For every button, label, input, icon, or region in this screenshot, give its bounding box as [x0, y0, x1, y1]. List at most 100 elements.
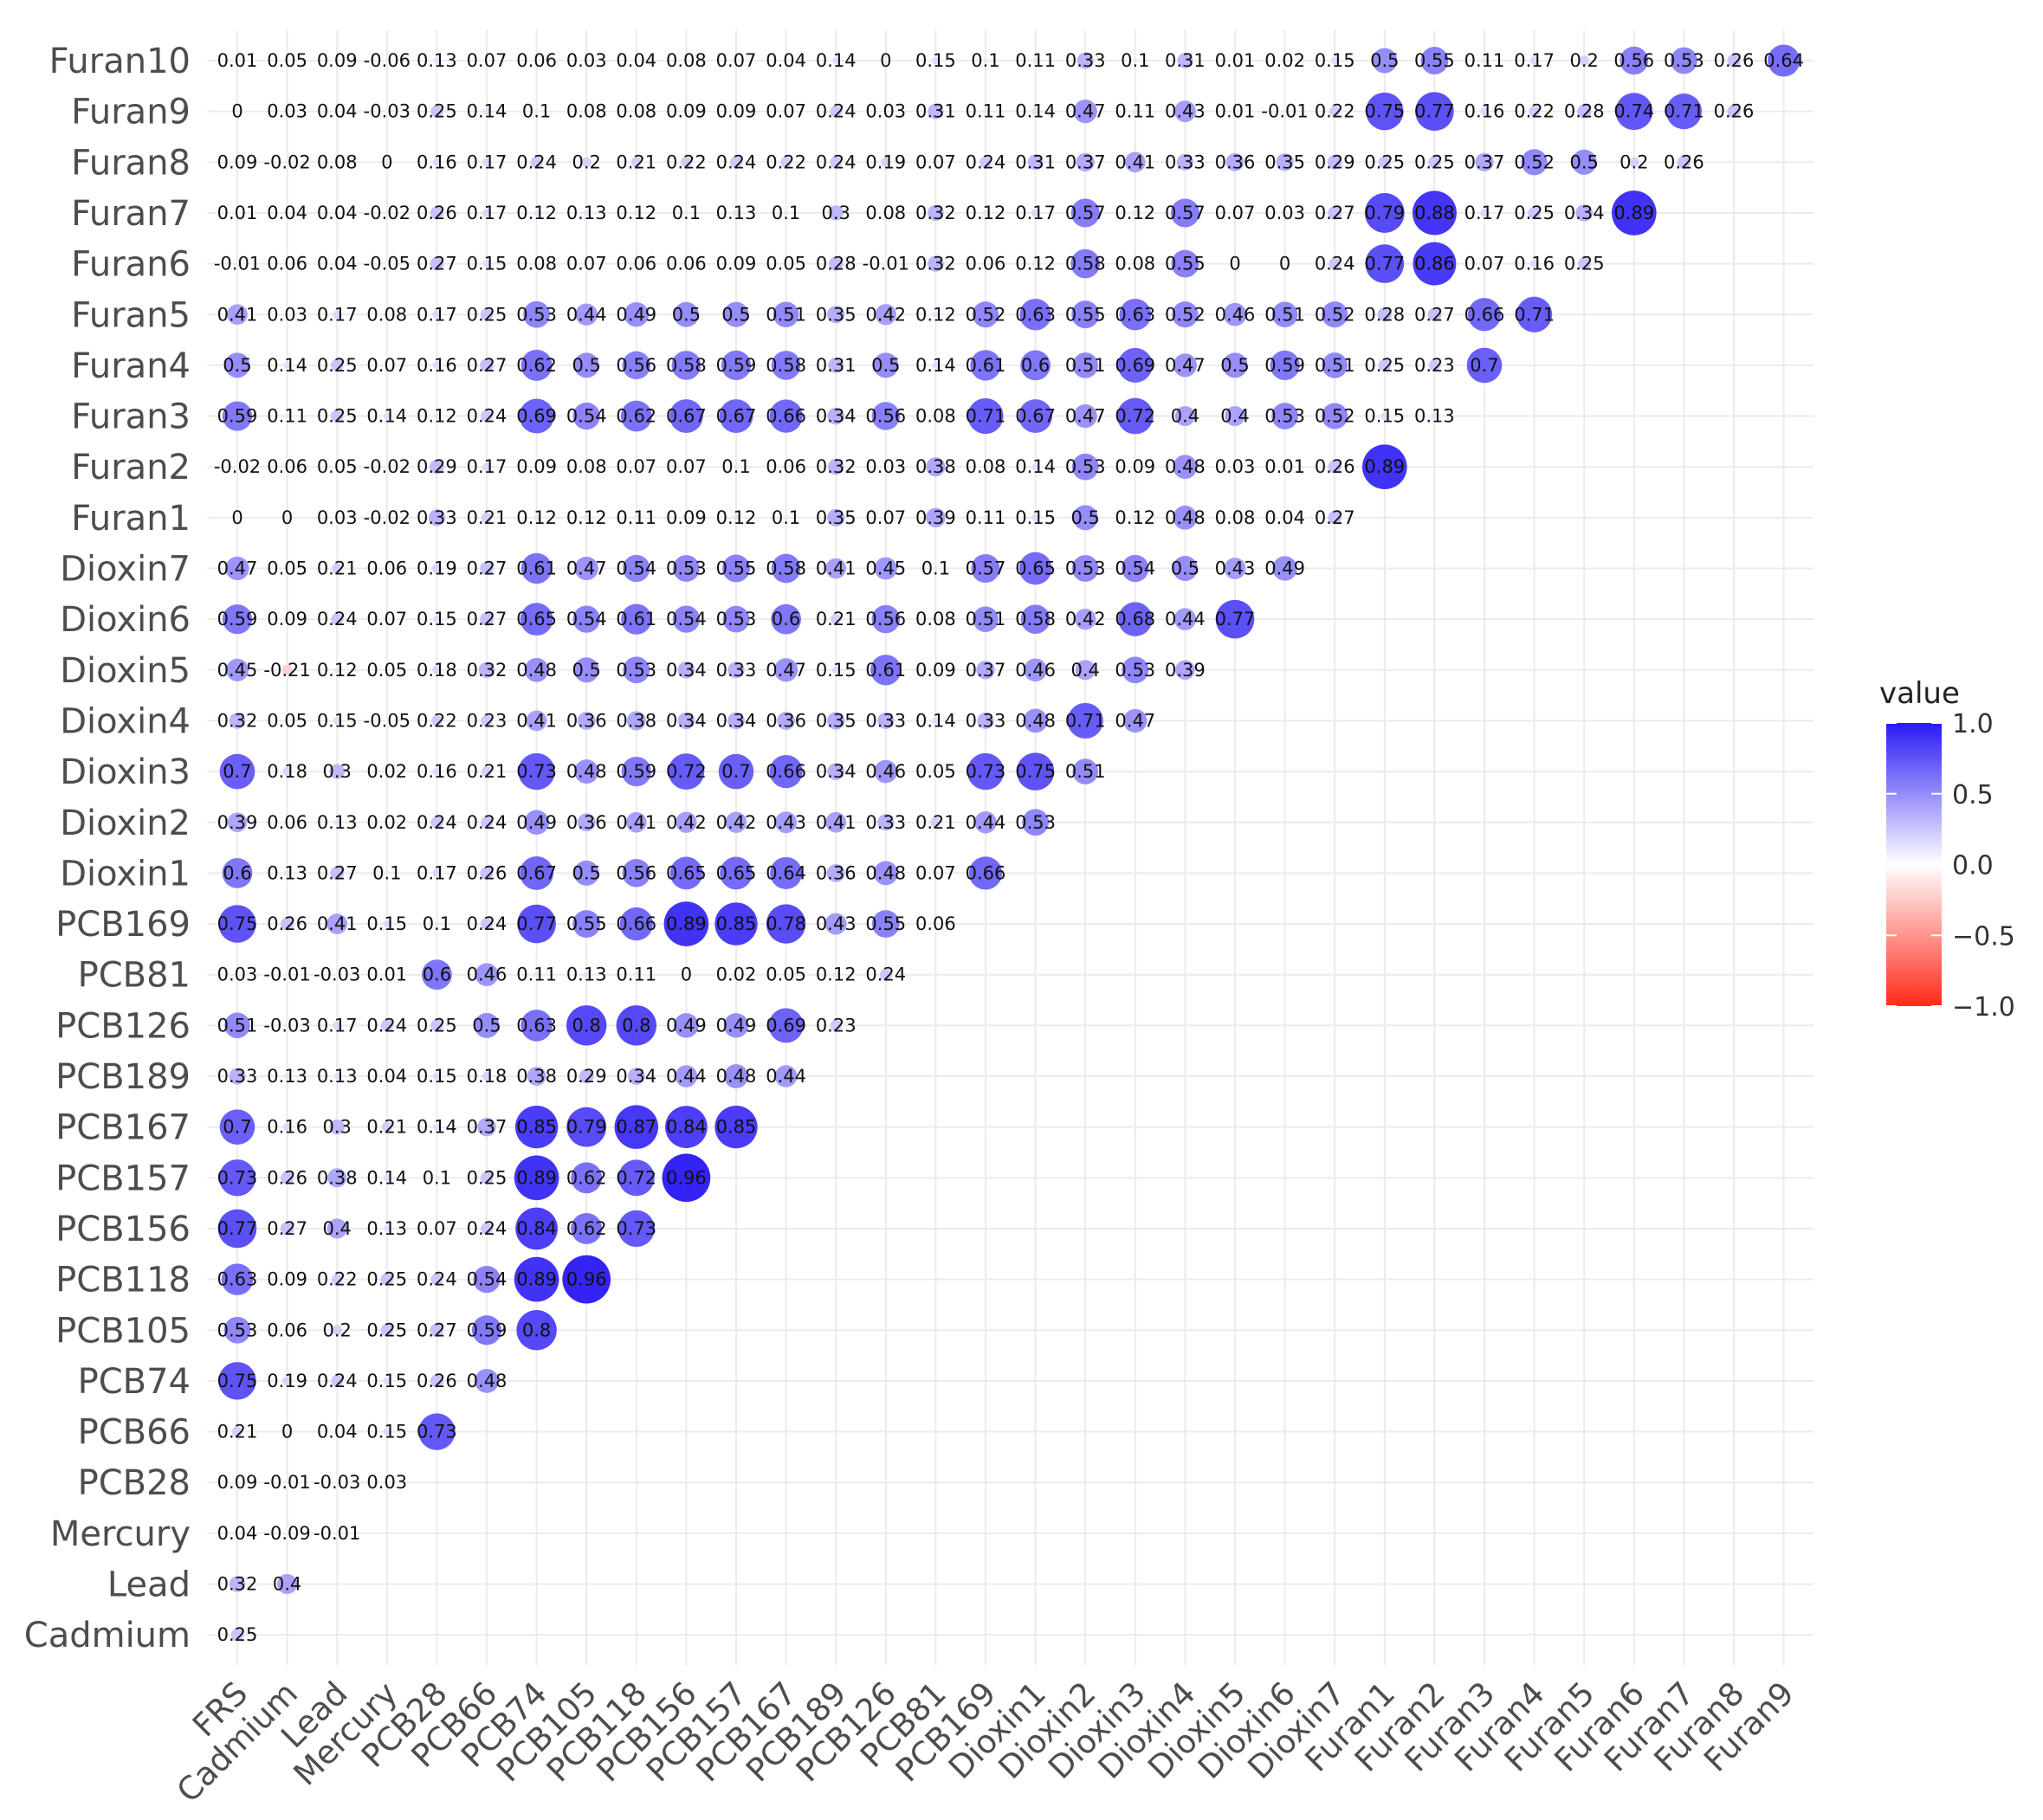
corr-circle-PCB81-PCB189: [832, 971, 839, 978]
corr-circle-Dioxin2-PCB126: [877, 814, 895, 831]
corr-label-Furan8-PCB126: 0.19: [865, 152, 906, 172]
corr-label-Furan9-PCB105: 0.08: [566, 101, 607, 122]
corr-label-Furan4-Cadmium: 0.14: [267, 355, 307, 376]
corr-label-Furan4-Dioxin6: 0.59: [1264, 355, 1305, 376]
corr-circle-Furan4-PCB74: [520, 349, 553, 381]
corr-label-Dioxin4-PCB169: 0.33: [966, 710, 1006, 731]
corr-label-PCB156-PCB28: 0.07: [417, 1218, 457, 1239]
corr-label-Dioxin5-PCB169: 0.37: [966, 660, 1006, 681]
corr-label-Dioxin5-PCB105: 0.5: [572, 660, 600, 681]
corr-label-PCB189-Mercury: 0.04: [366, 1066, 407, 1087]
corr-label-PCB81-PCB28: 0.6: [423, 965, 451, 985]
corr-circle-Furan7-Furan2: [1412, 190, 1457, 236]
corr-circle-Furan9-Dioxin2: [1073, 100, 1097, 124]
corr-circle-Furan3-Dioxin3: [1116, 397, 1154, 435]
corr-circle-PCB105-Lead: [332, 1325, 343, 1336]
corr-label-PCB118-PCB28: 0.24: [417, 1269, 457, 1290]
corr-label-Dioxin3-PCB157: 0.7: [721, 761, 750, 782]
corr-label-Furan3-PCB169: 0.71: [966, 406, 1006, 427]
corr-label-Furan1-PCB189: 0.35: [816, 507, 857, 528]
corr-circle-Dioxin6-Mercury: [385, 617, 389, 622]
corr-label-Furan9-Furan1: 0.75: [1364, 101, 1405, 122]
corr-label-PCB189-PCB28: 0.15: [417, 1066, 457, 1087]
corr-circle-Mercury-Cadmium: [284, 1531, 290, 1536]
corr-circle-PCB169-PCB126: [871, 910, 900, 939]
corr-circle-Dioxin5-Dioxin2: [1075, 660, 1096, 681]
corr-label-PCB81-Cadmium: -0.01: [263, 965, 310, 985]
corr-circle-Furan4-Dioxin2: [1072, 352, 1098, 378]
corr-label-Furan9-Furan5: 0.28: [1564, 101, 1605, 122]
corr-circle-Furan10-PCB156: [684, 58, 689, 63]
corr-label-PCB105-FRS: 0.53: [217, 1320, 258, 1340]
corr-label-Furan9-Furan7: 0.71: [1664, 101, 1704, 122]
corr-label-Lead-FRS: 0.32: [217, 1574, 258, 1595]
corr-circle-Dioxin2-Lead: [333, 818, 340, 826]
corr-label-Furan7-Dioxin6: 0.03: [1264, 203, 1305, 223]
corr-circle-Furan8-PCB189: [830, 156, 843, 169]
corr-label-Furan4-PCB156: 0.58: [666, 355, 707, 376]
corr-label-Dioxin7-PCB167: 0.58: [766, 558, 806, 579]
corr-label-Dioxin1-PCB118: 0.56: [616, 862, 656, 883]
corr-circle-Furan8-Furan6: [1629, 157, 1639, 168]
corr-circle-PCB126-PCB28: [430, 1019, 443, 1032]
corr-circle-Furan4-Dioxin4: [1173, 353, 1198, 378]
corr-circle-PCB66-Mercury: [383, 1428, 391, 1436]
corr-label-Dioxin6-PCB118: 0.61: [616, 609, 656, 629]
y-tick-Furan3: Furan3: [71, 397, 191, 437]
corr-label-Dioxin1-PCB189: 0.36: [816, 862, 857, 883]
corr-label-Furan6-Furan5: 0.25: [1564, 254, 1605, 274]
corr-label-Furan2-Cadmium: 0.06: [267, 456, 307, 477]
corr-label-Furan8-PCB81: 0.07: [915, 152, 956, 172]
corr-label-Furan7-PCB28: 0.26: [417, 203, 457, 223]
corr-label-Furan10-PCB126: 0: [880, 50, 891, 71]
corr-circle-PCB156-PCB105: [571, 1212, 603, 1244]
corr-label-Dioxin6-PCB157: 0.53: [716, 609, 757, 629]
corr-label-Dioxin5-Dioxin3: 0.53: [1115, 660, 1155, 681]
corr-label-Furan10-Furan4: 0.17: [1514, 50, 1555, 71]
corr-circle-Dioxin1-Lead: [330, 866, 345, 881]
corr-circle-Furan8-Dioxin6: [1276, 153, 1294, 171]
corr-label-Dioxin1-PCB74: 0.67: [516, 862, 557, 883]
corr-circle-PCB126-Mercury: [380, 1019, 393, 1032]
corr-label-Dioxin3-PCB105: 0.48: [566, 761, 607, 782]
corr-label-Dioxin2-PCB189: 0.41: [816, 812, 857, 833]
corr-circle-Furan1-Cadmium: [287, 517, 288, 519]
corr-label-PCB167-PCB66: 0.37: [467, 1117, 508, 1138]
corr-circle-Furan7-FRS: [236, 212, 238, 214]
corr-label-Furan1-Dioxin3: 0.12: [1115, 507, 1155, 528]
corr-circle-Furan6-PCB66: [482, 260, 491, 268]
corr-circle-Dioxin1-PCB189: [826, 863, 845, 882]
corr-label-Dioxin1-PCB157: 0.65: [716, 862, 757, 883]
corr-label-Dioxin3-FRS: 0.7: [223, 761, 251, 782]
corr-label-Furan10-PCB81: 0.15: [915, 50, 956, 71]
corr-circle-PCB81-PCB74: [533, 971, 540, 978]
corr-circle-PCB81-FRS: [236, 973, 238, 976]
corr-circle-Dioxin4-Lead: [333, 717, 341, 725]
corr-label-PCB189-PCB167: 0.44: [766, 1066, 806, 1087]
corr-label-Dioxin1-FRS: 0.6: [223, 862, 251, 883]
corr-label-Furan6-Lead: 0.04: [317, 254, 358, 274]
corr-label-Furan3-PCB118: 0.62: [616, 406, 656, 427]
corr-circle-Dioxin1-PCB126: [873, 861, 898, 886]
corr-circle-Furan4-Furan3: [1466, 347, 1503, 384]
corr-circle-PCB169-PCB189: [824, 913, 847, 935]
corr-circle-PCB156-Cadmium: [280, 1222, 294, 1236]
corr-circle-Furan8-PCB74: [530, 156, 543, 169]
corr-circle-Furan10-Furan1: [1372, 48, 1398, 74]
corr-circle-Dioxin5-PCB81: [933, 668, 939, 673]
corr-circle-PCB169-PCB167: [766, 904, 806, 944]
corr-circle-Furan6-Cadmium: [285, 261, 289, 266]
corr-label-Furan10-Lead: 0.09: [317, 50, 358, 71]
corr-label-Furan4-Dioxin1: 0.6: [1021, 355, 1050, 376]
corr-circle-Furan10-PCB118: [635, 59, 637, 62]
corr-label-Furan2-PCB105: 0.08: [566, 456, 607, 477]
corr-label-PCB74-Mercury: 0.15: [366, 1371, 407, 1391]
corr-circle-Dioxin6-Dioxin5: [1215, 599, 1255, 639]
corr-circle-Furan7-Dioxin5: [1232, 210, 1238, 215]
corr-circle-Furan9-PCB81: [928, 103, 944, 119]
corr-label-Furan2-Mercury: -0.02: [364, 456, 411, 477]
corr-circle-Dioxin1-PCB74: [520, 855, 554, 890]
corr-circle-Furan6-PCB105: [585, 261, 589, 266]
corr-label-Dioxin7-PCB105: 0.47: [566, 558, 607, 579]
corr-circle-PCB157-FRS: [218, 1159, 256, 1197]
